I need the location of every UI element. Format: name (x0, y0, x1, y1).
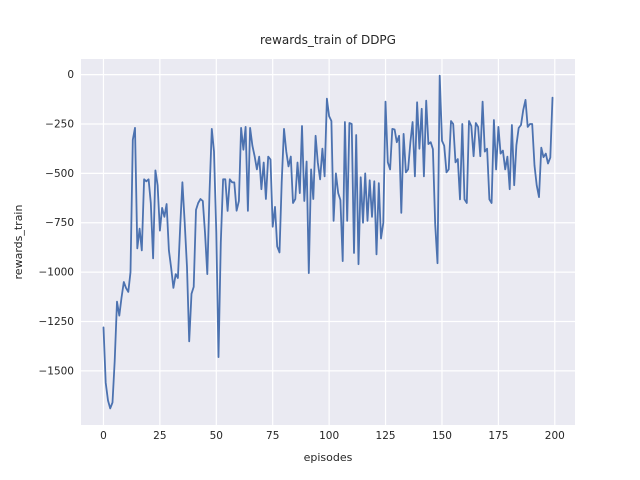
x-tick-label: 25 (153, 430, 166, 442)
y-tick-labels: 0 −250 −500 −750 −1000 −1250 −1500 (38, 69, 74, 377)
reward-line-series (102, 74, 554, 410)
x-tick-label: 125 (376, 430, 396, 442)
y-tick-label: −1000 (38, 267, 74, 279)
grid-lines (81, 59, 575, 425)
x-tick-label: 50 (210, 430, 223, 442)
x-tick-label: 0 (100, 430, 107, 442)
x-tick-label: 200 (545, 430, 565, 442)
y-tick-label: −250 (45, 118, 74, 130)
plot-area (81, 59, 575, 425)
y-axis-label: rewards_train (12, 205, 25, 280)
y-tick-label: 0 (67, 69, 74, 81)
y-tick-label: −1250 (38, 316, 74, 328)
chart-title: rewards_train of DDPG (260, 33, 396, 47)
x-tick-label: 75 (266, 430, 279, 442)
x-tick-label: 100 (319, 430, 339, 442)
x-tick-labels: 0 25 50 75 100 125 150 175 200 (100, 430, 565, 442)
x-tick-label: 150 (432, 430, 452, 442)
x-axis-label: episodes (304, 451, 353, 464)
y-tick-label: −1500 (38, 365, 74, 377)
y-tick-label: −500 (45, 168, 74, 180)
y-tick-label: −750 (45, 217, 74, 229)
x-tick-label: 175 (488, 430, 508, 442)
